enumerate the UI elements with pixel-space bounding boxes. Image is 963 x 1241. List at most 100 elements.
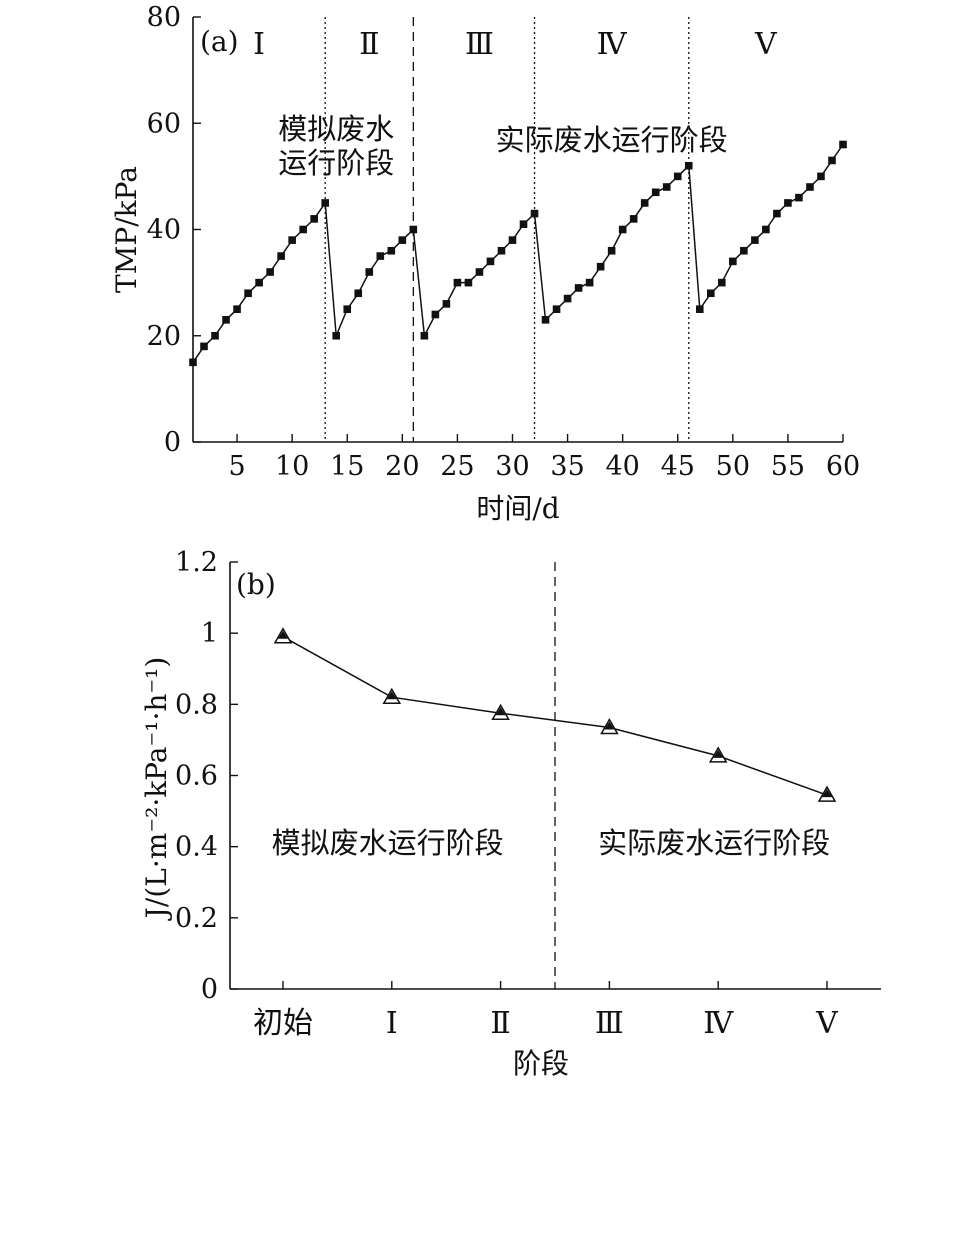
flux-chart-labels: (b) 模拟废水运行阶段 实际废水运行阶段 [236, 568, 830, 860]
tmp-point [189, 358, 197, 367]
flux-line [282, 636, 828, 796]
x-tick-label: Ⅴ [815, 1006, 839, 1041]
tmp-point [596, 262, 605, 271]
tmp-point [806, 183, 814, 191]
tmp-point [795, 193, 803, 202]
flux-point-fill [604, 721, 615, 730]
flux-point [600, 717, 619, 735]
x-tick-label: Ⅲ [595, 1006, 624, 1041]
tmp-point [233, 305, 241, 313]
tmp-point [740, 246, 748, 255]
x-tick-label: 初始 [253, 1006, 313, 1041]
stage-label: Ⅴ [754, 27, 778, 62]
tmp-chart-panel: 0 20 40 60 80 5 10 15 20 25 30 35 40 45 50 55 60 时间/d TMP/… [110, 2, 860, 525]
tmp-point [398, 236, 407, 244]
tmp-point [486, 257, 495, 266]
y-tick-label: 0.6 [175, 761, 218, 792]
tmp-point [673, 172, 682, 181]
tmp-point [773, 209, 781, 218]
y-tick-label: 40 [147, 215, 181, 246]
flux-point [817, 785, 837, 802]
tmp-point [387, 246, 396, 255]
tmp-point [508, 236, 517, 244]
tmp-point [288, 236, 296, 244]
tmp-point [354, 289, 363, 298]
flux-point [382, 687, 402, 704]
tmp-point [519, 220, 528, 228]
tmp-point [453, 278, 462, 287]
stage-label: Ⅰ [253, 27, 265, 62]
x-tick-label: 35 [550, 451, 584, 482]
x-tick-label: 10 [275, 451, 309, 482]
flux-point-fill [386, 691, 397, 700]
x-tick-label: 5 [228, 451, 245, 482]
y-tick-label: 20 [147, 321, 181, 352]
tmp-point [310, 215, 318, 223]
flux-point [273, 627, 293, 644]
flux-series [273, 627, 837, 802]
tmp-point [442, 300, 451, 308]
x-tick-label: 20 [385, 451, 419, 482]
tmp-point [662, 183, 671, 191]
tmp-point [585, 278, 594, 287]
tmp-point [244, 289, 252, 298]
tmp-chart-labels: (a) Ⅰ Ⅱ Ⅲ Ⅳ Ⅴ 模拟废水运行阶段 实际废水运行阶段 [200, 25, 778, 180]
x-tick-label: Ⅰ [386, 1006, 398, 1041]
tmp-point [431, 310, 440, 319]
y-tick-label: 60 [147, 108, 181, 139]
tmp-point [784, 199, 792, 207]
tmp-point [695, 305, 704, 313]
stage-boundaries [324, 17, 690, 442]
stage-label: Ⅱ [359, 27, 379, 62]
x-tick-label: 45 [661, 451, 695, 482]
tmp-point [729, 257, 737, 266]
x-tick-label: 25 [440, 451, 474, 482]
flux-point [708, 746, 728, 763]
tmp-point [200, 342, 208, 351]
flux-chart-panel: 0 0.2 0.4 0.6 0.8 1 1.2 初始 Ⅰ Ⅱ Ⅲ Ⅳ Ⅴ 阶段 J/(L·m⁻²·kPa⁻¹… [140, 547, 881, 1080]
tmp-series [189, 140, 847, 367]
x-tick-label: 30 [495, 451, 529, 482]
tmp-point [222, 316, 230, 324]
y-tick-label: 80 [147, 2, 181, 33]
x-tick-label: 40 [605, 451, 639, 482]
x-tick-label: Ⅳ [703, 1006, 734, 1041]
tmp-point [420, 331, 429, 340]
phase-annotation: 模拟废水 [278, 112, 394, 146]
x-axis-title: 时间/d [476, 492, 559, 525]
tmp-point [839, 140, 847, 149]
y-tick-label: 0.8 [175, 689, 218, 720]
tmp-point [762, 225, 770, 234]
tmp-point [541, 316, 550, 324]
x-tick-label: 55 [771, 451, 805, 482]
x-tick-label: 60 [826, 451, 860, 482]
x-tick-label: 50 [716, 451, 750, 482]
tmp-chart-axes: 0 20 40 60 80 5 10 15 20 25 30 35 40 45 50 55 60 时间/d TMP/… [110, 2, 860, 525]
tmp-point [651, 188, 660, 197]
y-axis-title: TMP/kPa [110, 166, 143, 293]
tmp-point [629, 215, 638, 223]
x-tick-label: 15 [330, 451, 364, 482]
y-tick-label: 1.2 [175, 547, 218, 578]
tmp-point [343, 305, 352, 313]
tmp-point [409, 225, 418, 234]
tmp-point [640, 199, 649, 207]
tmp-point [255, 278, 263, 287]
flux-point-fill [713, 749, 724, 758]
y-axis-title: J/(L·m⁻²·kPa⁻¹·h⁻¹) [140, 657, 173, 922]
y-tick-label: 0.2 [175, 903, 218, 934]
tmp-point [828, 156, 836, 165]
tmp-point [817, 172, 825, 181]
stage-label: Ⅲ [465, 27, 494, 62]
phase-annotation: 实际废水运行阶段 [496, 123, 728, 157]
tmp-point [266, 268, 274, 276]
tmp-point [718, 278, 726, 287]
flux-point [491, 703, 510, 720]
tmp-point [706, 289, 715, 298]
y-tick-label: 0 [164, 427, 181, 458]
flux-point-fill [495, 707, 506, 716]
phase-annotation: 实际废水运行阶段 [598, 826, 830, 860]
y-tick-label: 1 [201, 618, 218, 649]
tmp-point [563, 294, 572, 303]
